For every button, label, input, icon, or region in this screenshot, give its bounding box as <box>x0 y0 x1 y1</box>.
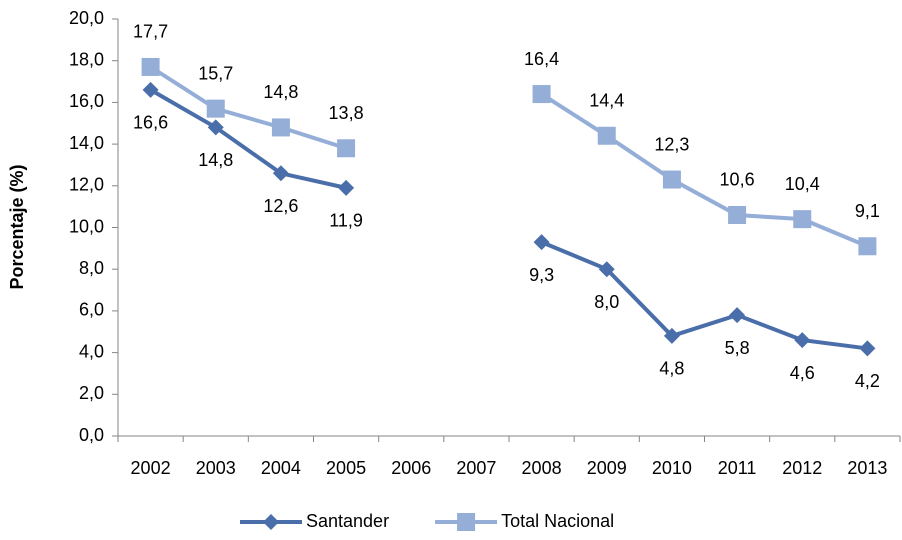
y-tick-label: 20,0 <box>69 8 104 28</box>
data-label: 4,8 <box>659 359 684 379</box>
series-line <box>149 88 868 351</box>
data-label: 5,8 <box>725 338 750 358</box>
data-label: 13,8 <box>329 103 364 123</box>
data-label: 12,6 <box>263 196 298 216</box>
x-tick-label: 2013 <box>847 458 887 478</box>
x-tick-label: 2012 <box>782 458 822 478</box>
y-tick-label: 6,0 <box>79 300 104 320</box>
data-label: 12,3 <box>654 134 689 154</box>
data-label: 16,4 <box>524 49 559 69</box>
y-axis-title: Porcentaje (%) <box>7 164 27 289</box>
marker <box>729 307 746 324</box>
data-label: 14,8 <box>198 150 233 170</box>
x-tick-label: 2006 <box>391 458 431 478</box>
marker <box>859 340 876 357</box>
y-tick-label: 12,0 <box>69 175 104 195</box>
marker <box>207 119 224 136</box>
data-label: 4,6 <box>790 363 815 383</box>
data-label: 14,8 <box>263 82 298 102</box>
marker <box>271 118 290 137</box>
data-label: 17,7 <box>133 22 168 42</box>
marker <box>337 139 356 158</box>
y-tick-label: 16,0 <box>69 91 104 111</box>
y-tick-label: 0,0 <box>79 425 104 445</box>
y-tick-label: 4,0 <box>79 341 104 361</box>
data-label: 16,6 <box>133 113 168 133</box>
x-tick-label: 2008 <box>522 458 562 478</box>
data-label: 10,4 <box>785 174 820 194</box>
marker <box>728 205 747 224</box>
marker <box>142 81 159 98</box>
marker <box>272 165 289 182</box>
marker <box>662 170 681 189</box>
marker <box>794 332 811 349</box>
marker <box>206 99 225 118</box>
x-tick-label: 2004 <box>261 458 301 478</box>
legend-label: Santander <box>306 511 389 531</box>
x-tick-label: 2005 <box>326 458 366 478</box>
marker <box>598 261 615 278</box>
marker <box>663 327 680 344</box>
data-label: 9,3 <box>529 265 554 285</box>
x-tick-label: 2007 <box>456 458 496 478</box>
x-tick-label: 2002 <box>131 458 171 478</box>
data-label: 4,2 <box>855 371 880 391</box>
legend-label: Total Nacional <box>501 511 614 531</box>
marker <box>263 514 279 530</box>
y-tick-label: 10,0 <box>69 216 104 236</box>
x-tick-label: 2003 <box>196 458 236 478</box>
series-line <box>149 65 869 249</box>
y-tick-label: 18,0 <box>69 49 104 69</box>
x-tick-label: 2009 <box>587 458 627 478</box>
marker <box>532 85 551 104</box>
marker <box>793 210 812 229</box>
data-label: 10,6 <box>720 170 755 190</box>
y-tick-label: 8,0 <box>79 258 104 278</box>
x-tick-label: 2010 <box>652 458 692 478</box>
marker <box>141 57 160 76</box>
x-tick-label: 2011 <box>718 458 757 478</box>
marker <box>338 179 355 196</box>
data-label: 15,7 <box>198 63 233 83</box>
marker <box>533 234 550 251</box>
marker <box>457 513 476 531</box>
marker <box>597 126 616 145</box>
data-label: 11,9 <box>329 211 363 231</box>
marker <box>858 237 877 256</box>
y-tick-label: 14,0 <box>69 133 104 153</box>
y-tick-label: 2,0 <box>79 383 104 403</box>
data-label: 14,4 <box>589 91 624 111</box>
data-label: 8,0 <box>594 292 619 312</box>
data-label: 9,1 <box>855 201 880 221</box>
